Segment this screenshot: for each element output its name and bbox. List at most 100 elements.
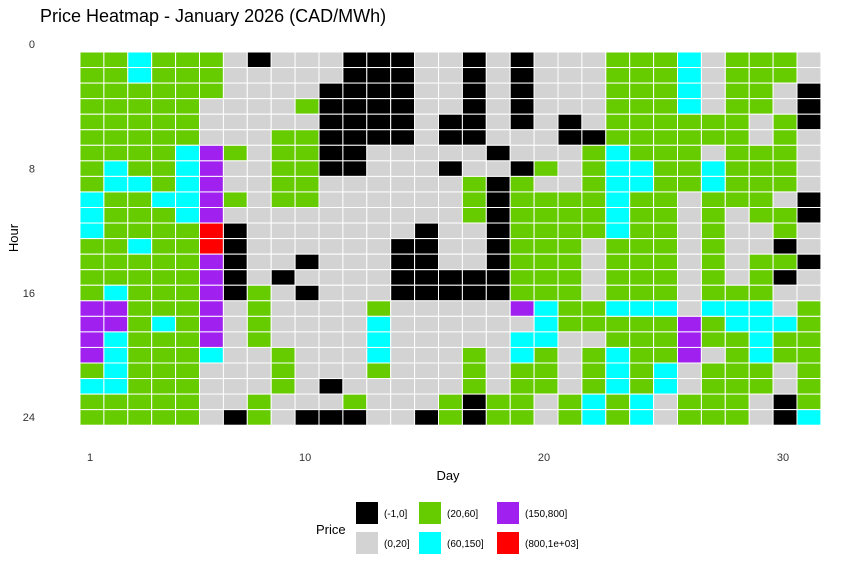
chart-title: Price Heatmap - January 2026 (CAD/MWh) <box>40 6 386 26</box>
heatmap-cell <box>677 409 702 426</box>
heatmap-cell <box>796 175 822 193</box>
heatmap-cell <box>103 51 129 69</box>
heatmap-cell <box>796 393 822 411</box>
heatmap-cell <box>342 51 368 69</box>
heatmap-cell <box>318 238 344 255</box>
heatmap-cell <box>438 346 463 364</box>
heatmap-cell <box>294 113 320 131</box>
heatmap-cell <box>103 82 129 100</box>
heatmap-cell <box>246 222 272 240</box>
heatmap-cell <box>270 346 296 364</box>
heatmap-cell <box>342 67 368 84</box>
heatmap-cell <box>199 284 224 302</box>
heatmap-cell <box>270 222 296 240</box>
heatmap-cell <box>414 409 440 426</box>
heatmap-cell <box>103 113 129 131</box>
heatmap-cell <box>414 207 440 224</box>
heatmap-cell <box>342 409 368 426</box>
heatmap-cell <box>581 362 607 380</box>
heatmap-cell <box>629 238 655 255</box>
heatmap-cell <box>724 144 750 162</box>
heatmap-cell <box>605 362 631 380</box>
heatmap-cell <box>199 67 224 84</box>
heatmap-cell <box>485 331 511 348</box>
heatmap-cell <box>533 253 559 271</box>
heatmap-cell <box>222 409 248 426</box>
heatmap-cell <box>199 175 224 193</box>
heatmap-cell <box>748 315 774 333</box>
heatmap-cell <box>772 300 798 317</box>
heatmap-cell <box>557 82 583 100</box>
heatmap-cell <box>414 129 440 146</box>
heatmap-cell <box>175 144 201 162</box>
heatmap-cell <box>653 51 678 69</box>
heatmap-cell <box>294 67 320 84</box>
heatmap-cell <box>222 222 248 240</box>
heatmap-cell <box>677 113 702 131</box>
heatmap-cell <box>199 98 224 115</box>
heatmap-cell <box>246 378 272 395</box>
heatmap-cell <box>390 191 416 208</box>
heatmap-cell <box>127 191 153 208</box>
heatmap-cell <box>796 82 822 100</box>
heatmap-cell <box>772 269 798 286</box>
heatmap-cell <box>175 315 201 333</box>
heatmap-cell <box>653 144 678 162</box>
heatmap-cell <box>605 207 631 224</box>
heatmap-cell <box>103 222 129 240</box>
heatmap-cell <box>366 175 392 193</box>
heatmap-cell <box>581 207 607 224</box>
heatmap-cell <box>461 175 487 193</box>
legend-label: (60,150] <box>447 539 484 550</box>
heatmap-cell <box>318 346 344 364</box>
heatmap-cell <box>127 362 153 380</box>
heatmap-cell <box>533 51 559 69</box>
heatmap-cell <box>151 129 177 146</box>
heatmap-cell <box>724 113 750 131</box>
heatmap-cell <box>796 129 822 146</box>
heatmap-cell <box>796 51 822 69</box>
heatmap-cell <box>677 222 702 240</box>
heatmap-cell <box>127 207 153 224</box>
heatmap-cell <box>366 346 392 364</box>
heatmap-cell <box>533 207 559 224</box>
heatmap-cell <box>605 222 631 240</box>
heatmap-cell <box>294 269 320 286</box>
heatmap-cell <box>175 113 201 131</box>
heatmap-cell <box>342 331 368 348</box>
heatmap-cell <box>390 175 416 193</box>
heatmap-cell <box>438 207 463 224</box>
heatmap-cell <box>509 346 535 364</box>
heatmap-cell <box>700 331 726 348</box>
heatmap-cell <box>461 331 487 348</box>
legend-swatch <box>356 502 378 524</box>
heatmap-cell <box>581 113 607 131</box>
heatmap-cell <box>103 378 129 395</box>
heatmap-cell <box>605 393 631 411</box>
heatmap-cell <box>103 160 129 177</box>
x-axis-title: Day <box>436 468 460 483</box>
heatmap-cell <box>222 82 248 100</box>
heatmap-cell <box>438 300 463 317</box>
heatmap-cell <box>605 144 631 162</box>
heatmap-cell <box>79 300 105 317</box>
heatmap-cell <box>557 175 583 193</box>
heatmap-cell <box>748 238 774 255</box>
heatmap-cell <box>342 393 368 411</box>
heatmap-cell <box>127 82 153 100</box>
heatmap-cell <box>605 175 631 193</box>
heatmap-cell <box>79 129 105 146</box>
heatmap-cell <box>772 253 798 271</box>
heatmap-cell <box>772 393 798 411</box>
heatmap-cell <box>127 346 153 364</box>
heatmap-cell <box>270 191 296 208</box>
heatmap-cell <box>366 160 392 177</box>
heatmap-cell <box>581 129 607 146</box>
heatmap-cell <box>175 51 201 69</box>
heatmap-cell <box>127 331 153 348</box>
heatmap-cell <box>294 362 320 380</box>
heatmap-cell <box>79 284 105 302</box>
heatmap-cell <box>724 362 750 380</box>
heatmap-cell <box>700 362 726 380</box>
heatmap-cell <box>342 362 368 380</box>
